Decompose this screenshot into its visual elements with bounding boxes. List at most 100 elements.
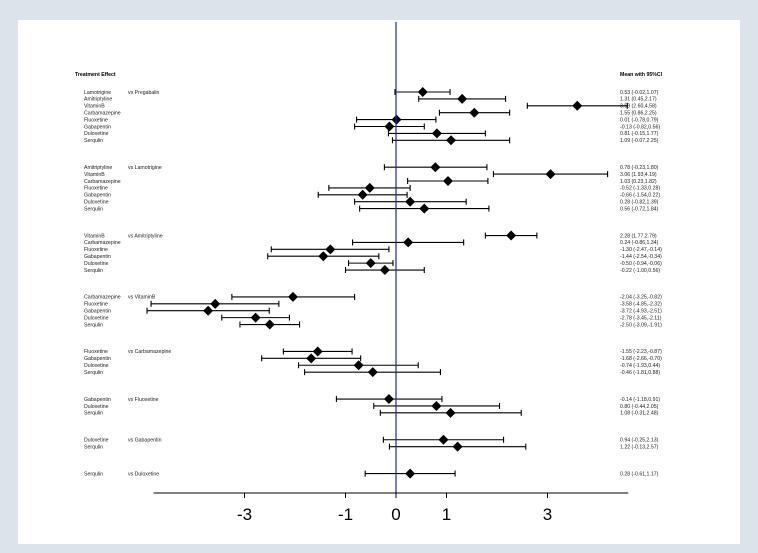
row-label: Duloxetine bbox=[84, 404, 109, 410]
row-label: Serqulin bbox=[84, 411, 103, 417]
ci-text: 2.28 (1.77,2.79) bbox=[620, 233, 657, 239]
point-estimate-diamond bbox=[365, 258, 376, 269]
comparator-label: vs Pregabalin bbox=[128, 90, 160, 96]
comparator-label: vs Gabapentin bbox=[128, 438, 162, 444]
point-estimate-diamond bbox=[384, 121, 395, 132]
row-label: Duloxetine bbox=[84, 200, 109, 206]
row-label: Gabapentin bbox=[84, 309, 111, 315]
point-estimate-diamond bbox=[383, 394, 394, 405]
row-label: Fluoxetine bbox=[84, 302, 108, 308]
point-estimate-diamond bbox=[210, 298, 221, 309]
comparator-label: vs Carbamazepine bbox=[128, 349, 171, 355]
point-estimate-diamond bbox=[572, 100, 583, 111]
ci-text: 1.22 (-0.13,2.57) bbox=[620, 444, 659, 450]
row-label: Gabapentin bbox=[84, 254, 111, 260]
ci-text: -0.22 (-1.00,0.56) bbox=[620, 268, 660, 274]
point-estimate-diamond bbox=[430, 162, 441, 173]
point-estimate-diamond bbox=[287, 291, 298, 302]
ci-text: -0.14 (-1.18,0.91) bbox=[620, 397, 660, 403]
row-label: VitaminB bbox=[84, 104, 105, 110]
point-estimate-diamond bbox=[367, 367, 378, 378]
point-estimate-diamond bbox=[357, 189, 368, 200]
point-estimate-diamond bbox=[203, 305, 214, 316]
point-estimate-diamond bbox=[506, 230, 517, 241]
point-estimate-diamond bbox=[419, 203, 430, 214]
ci-text: -1.44 (-2.54,-0.34) bbox=[620, 254, 662, 260]
row-label: Duloxetine bbox=[84, 363, 109, 369]
row-label: Fluoxetine bbox=[84, 247, 108, 253]
x-tick-label: 3 bbox=[543, 505, 552, 524]
ci-text: 1.09 (-0.07,2.25) bbox=[620, 138, 659, 144]
ci-text: -1.55 (-2.23,-0.87) bbox=[620, 349, 662, 355]
row-label: Carbamazepine bbox=[84, 111, 121, 117]
ci-text: 0.81 (-0.15,1.77) bbox=[620, 131, 659, 137]
point-estimate-diamond bbox=[438, 434, 449, 445]
ci-text: -2.50 (-3.09,-1.91) bbox=[620, 322, 662, 328]
row-label: Duloxetine bbox=[84, 261, 109, 267]
point-estimate-diamond bbox=[312, 346, 323, 357]
row-label: Carbamazepine bbox=[84, 295, 121, 301]
point-estimate-diamond bbox=[469, 107, 480, 118]
row-label: Serqulin bbox=[84, 444, 103, 450]
forest-rows: Lamotrigine vs Pregabalin 0.53 (-0.02,1.07… bbox=[84, 87, 662, 479]
ci-text: 0.28 (-0.82,1.39) bbox=[620, 200, 659, 206]
point-estimate-diamond bbox=[545, 169, 556, 180]
point-estimate-diamond bbox=[446, 135, 457, 146]
row-label: Lamotrigine bbox=[84, 90, 111, 96]
x-tick-label: 1 bbox=[442, 505, 451, 524]
point-estimate-diamond bbox=[445, 407, 456, 418]
point-estimate-diamond bbox=[353, 360, 364, 371]
row-label: Duloxetine bbox=[84, 131, 109, 137]
ci-text: 3.06 (1.93,4.19) bbox=[620, 172, 657, 178]
ci-text: -0.13 (-0.82,0.56) bbox=[620, 124, 660, 130]
row-label: Carbamazepine bbox=[84, 179, 121, 185]
ci-text: -1.68 (-2.66,-0.70) bbox=[620, 356, 662, 362]
ci-text: 0.53 (-0.02,1.07) bbox=[620, 90, 659, 96]
x-axis-ticks: -3 -1 0 1 3 bbox=[237, 493, 552, 524]
header-treatment-effect: Treatment Effect bbox=[75, 72, 116, 78]
row-label: Duloxetine bbox=[84, 438, 109, 444]
comparator-label: vs VitaminB bbox=[128, 295, 156, 301]
point-estimate-diamond bbox=[457, 93, 468, 104]
point-estimate-diamond bbox=[306, 353, 317, 364]
row-label: Amitriptyline bbox=[84, 165, 112, 171]
row-label: Serqulin bbox=[84, 206, 103, 212]
x-tick-label: -3 bbox=[237, 505, 252, 524]
ci-text: 0.80 (-0.44,2.05) bbox=[620, 404, 659, 410]
row-label: Fluoxetine bbox=[84, 186, 108, 192]
point-estimate-diamond bbox=[403, 237, 414, 248]
row-label: VitaminB bbox=[84, 233, 105, 239]
header-mean-ci: Mean with 95%CI bbox=[620, 72, 663, 78]
row-label: Duloxetine bbox=[84, 315, 109, 321]
point-estimate-diamond bbox=[405, 468, 416, 479]
forest-plot: Treatment Effect Mean with 95%CI Lamotri… bbox=[75, 22, 663, 524]
row-label: Fluoxetine bbox=[84, 349, 108, 355]
comparator-label: vs Fluoxetine bbox=[128, 397, 159, 403]
ci-text: 1.03 (0.23,1.82) bbox=[620, 179, 657, 185]
point-estimate-diamond bbox=[379, 265, 390, 276]
ci-text: -0.74 (-1.93,0.44) bbox=[620, 363, 660, 369]
row-label: Serqulin bbox=[84, 322, 103, 328]
row-label: Fluoxetine bbox=[84, 117, 108, 123]
comparator-label: vs Duloxetine bbox=[128, 471, 159, 477]
ci-text: -2.78 (-3.45,-2.11) bbox=[620, 315, 662, 321]
ci-text: 3.59 (2.60,4.58) bbox=[620, 104, 657, 110]
comparator-label: vs Lamotrigine bbox=[128, 165, 162, 171]
ci-text: 0.28 (-0.61,1.17) bbox=[620, 471, 659, 477]
point-estimate-diamond bbox=[431, 400, 442, 411]
ci-text: 0.56 (-0.72,1.84) bbox=[620, 206, 659, 212]
point-estimate-diamond bbox=[264, 319, 275, 330]
ci-text: -3.58 (-4.85,-2.32) bbox=[620, 302, 662, 308]
point-estimate-diamond bbox=[431, 128, 442, 139]
comparator-label: vs Amitriptyline bbox=[128, 233, 163, 239]
point-estimate-diamond bbox=[318, 251, 329, 262]
point-estimate-diamond bbox=[250, 312, 261, 323]
row-label: Serqulin bbox=[84, 471, 103, 477]
row-label: Serqulin bbox=[84, 268, 103, 274]
point-estimate-diamond bbox=[405, 196, 416, 207]
ci-text: 0.01 (-0.78,0.79) bbox=[620, 117, 659, 123]
ci-text: -0.46 (-1.81,0.88) bbox=[620, 370, 660, 376]
plot-panel: Treatment Effect Mean with 95%CI Lamotri… bbox=[18, 20, 740, 544]
ci-text: 1.08 (-0.31,2.48) bbox=[620, 411, 659, 417]
row-label: Gabapentin bbox=[84, 124, 111, 130]
